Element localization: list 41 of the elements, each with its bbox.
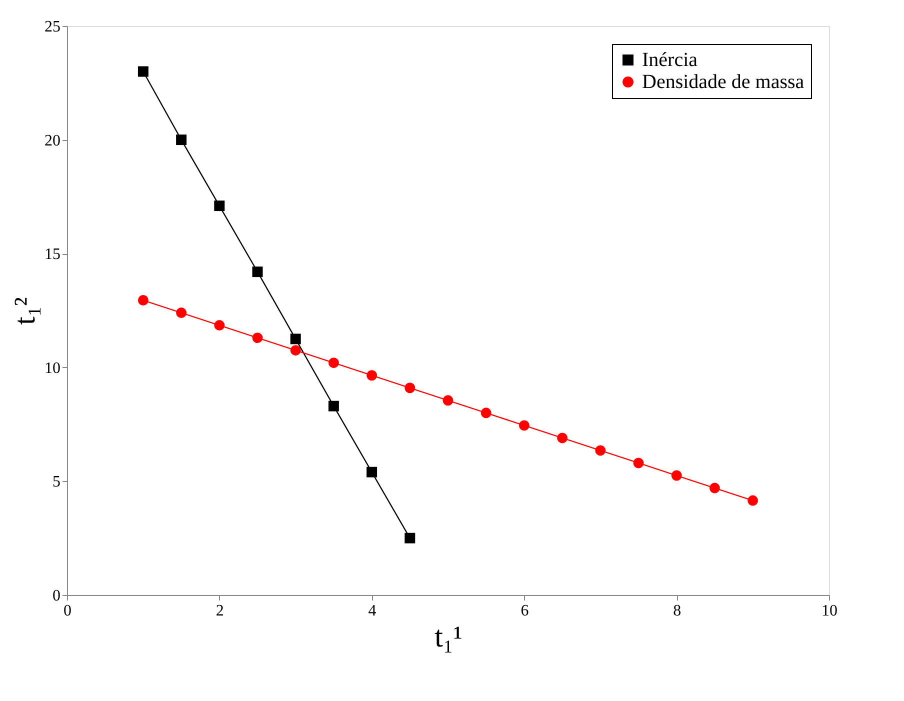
point: [671, 470, 682, 481]
point: [442, 395, 454, 406]
point: [176, 308, 187, 318]
point: [138, 66, 148, 77]
x-tick-label: 10: [822, 602, 838, 620]
y-tick-label: 10: [44, 360, 60, 377]
point: [214, 200, 225, 212]
point: [633, 458, 644, 468]
point: [366, 466, 378, 478]
y-tick-label: 5: [52, 474, 60, 491]
point: [557, 432, 568, 444]
y-tick-label: 15: [44, 246, 60, 264]
point: [404, 382, 416, 394]
point: [709, 482, 720, 494]
point: [290, 345, 301, 356]
point: [328, 400, 339, 412]
point: [290, 334, 301, 344]
x-tick-label: 4: [368, 602, 376, 620]
y-tick-label: 0: [52, 588, 60, 604]
point: [252, 266, 263, 278]
point: [480, 408, 492, 418]
point: [518, 420, 530, 431]
point: [595, 445, 606, 456]
y-axis-title: t₁²: [8, 297, 42, 325]
point: [176, 134, 187, 146]
legend-label: Densidade de massa: [642, 71, 804, 93]
point: [366, 370, 378, 381]
y-tick-label: 20: [44, 132, 60, 150]
x-axis-title: t₁¹: [434, 620, 462, 654]
x-tick-label: 8: [673, 602, 682, 620]
point: [404, 532, 416, 544]
y-tick-label: 25: [44, 18, 60, 36]
point: [748, 495, 758, 506]
point: [214, 320, 225, 331]
point: [252, 332, 263, 344]
x-tick-label: 6: [520, 602, 529, 620]
point: [328, 358, 339, 368]
point: [138, 295, 148, 306]
x-tick-label: 2: [216, 602, 224, 620]
legend-label: Inércia: [642, 49, 698, 71]
x-tick-label: 0: [64, 602, 72, 620]
